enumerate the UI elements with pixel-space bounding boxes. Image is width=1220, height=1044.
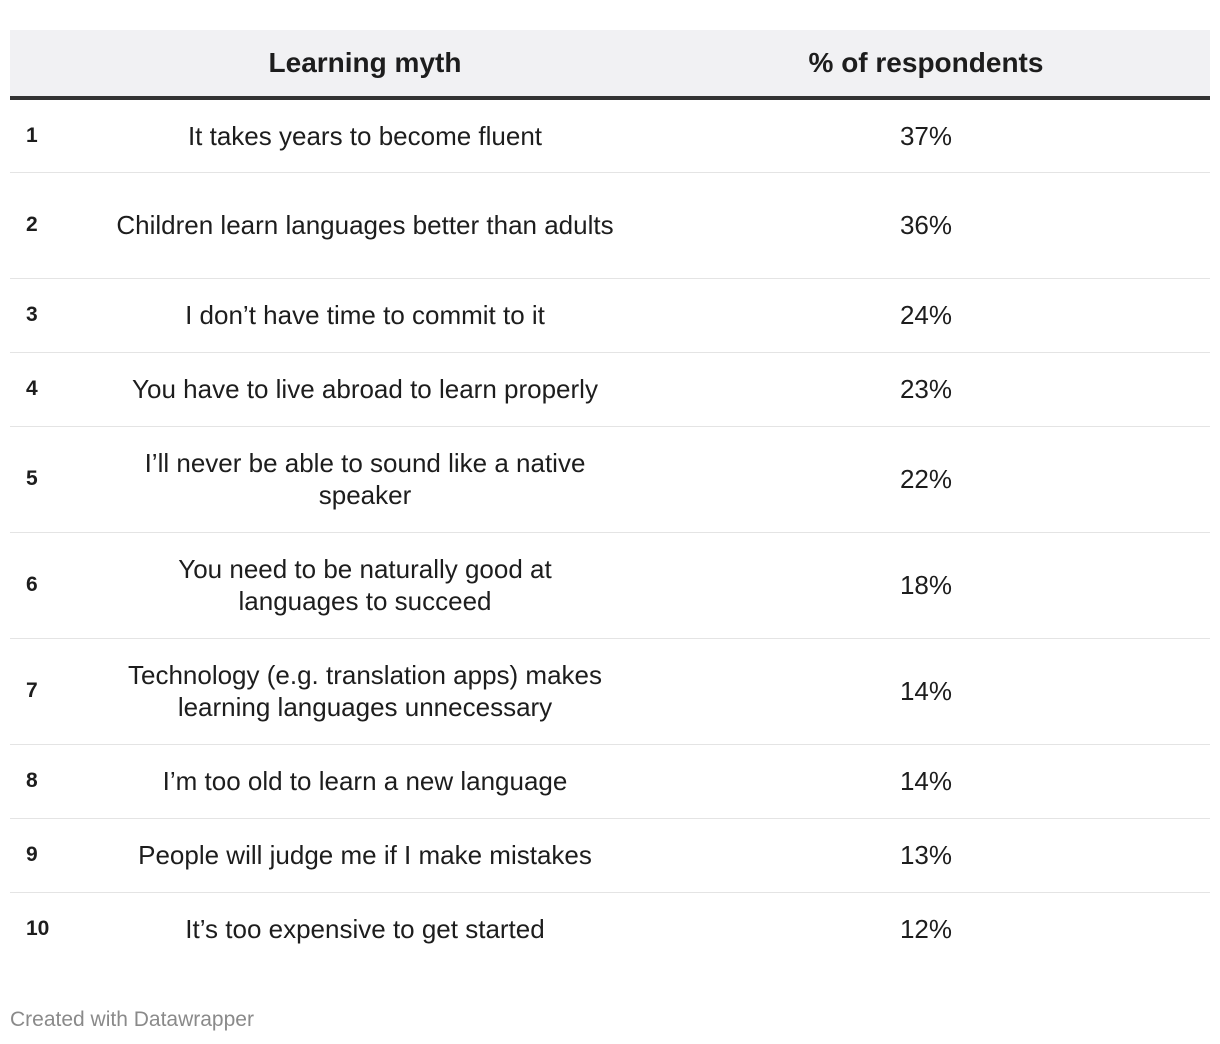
footer-credit[interactable]: Created with Datawrapper [10,1008,254,1031]
myths-table: Learning myth % of respondents 1 It take… [10,30,1210,966]
row-rank: 6 [10,532,88,639]
row-percent: 22% [642,426,1210,533]
row-rank: 7 [10,638,88,745]
row-rank: 5 [10,426,88,533]
row-myth: I’m too old to learn a new language [162,766,568,796]
header-learning-myth: Learning myth [88,30,642,100]
table-row: 8 I’m too old to learn a new language 14… [10,744,1210,819]
table-row: 1 It takes years to become fluent 37% [10,98,1210,173]
row-myth: It’s too expensive to get started [185,914,545,945]
table-row: 6 You need to be naturally good at langu… [10,532,1210,639]
table-row: 10 It’s too expensive to get started 12% [10,892,1210,966]
row-rank: 3 [10,278,88,353]
table-row: 5 I’ll never be able to sound like a nat… [10,426,1210,533]
table-row: 9 People will judge me if I make mistake… [10,818,1210,893]
table-row: 7 Technology (e.g. translation apps) mak… [10,638,1210,745]
row-percent: 13% [642,818,1210,893]
row-percent: 18% [642,532,1210,639]
row-percent: 36% [642,172,1210,279]
row-rank: 9 [10,818,88,893]
header-percent-respondents: % of respondents [642,30,1210,100]
row-myth: You have to live abroad to learn properl… [132,374,598,404]
row-myth: It takes years to become fluent [187,120,543,151]
row-percent: 23% [642,352,1210,427]
row-percent: 12% [899,914,953,945]
row-myth: Children learn languages better than adu… [116,210,614,240]
header-rank [10,30,88,100]
row-myth: I’ll never be able to sound like a nativ… [144,448,586,510]
table-header: Learning myth % of respondents [10,30,1210,100]
row-rank: 1 [10,98,88,173]
table-row: 2 Children learn languages better than a… [10,172,1210,279]
row-percent: 24% [642,278,1210,353]
row-rank: 4 [10,352,88,427]
row-myth: I don’t have time to commit to it [185,300,545,330]
table-row: 4 You have to live abroad to learn prope… [10,352,1210,427]
table-row: 3 I don’t have time to commit to it 24% [10,278,1210,353]
row-myth: Technology (e.g. translation apps) makes… [127,660,603,722]
table-body: 1 It takes years to become fluent 37% 2 … [10,98,1210,966]
row-myth: People will judge me if I make mistakes [138,840,592,870]
row-rank: 8 [10,744,88,819]
row-myth: You need to be naturally good at languag… [178,554,552,616]
header-row: Learning myth % of respondents [10,30,1210,100]
row-percent: 37% [642,98,1210,173]
row-rank: 10 [26,917,50,941]
row-percent: 14% [642,744,1210,819]
row-percent: 14% [642,638,1210,745]
myths-table-container: Learning myth % of respondents 1 It take… [10,30,1210,966]
row-rank: 2 [10,172,88,279]
